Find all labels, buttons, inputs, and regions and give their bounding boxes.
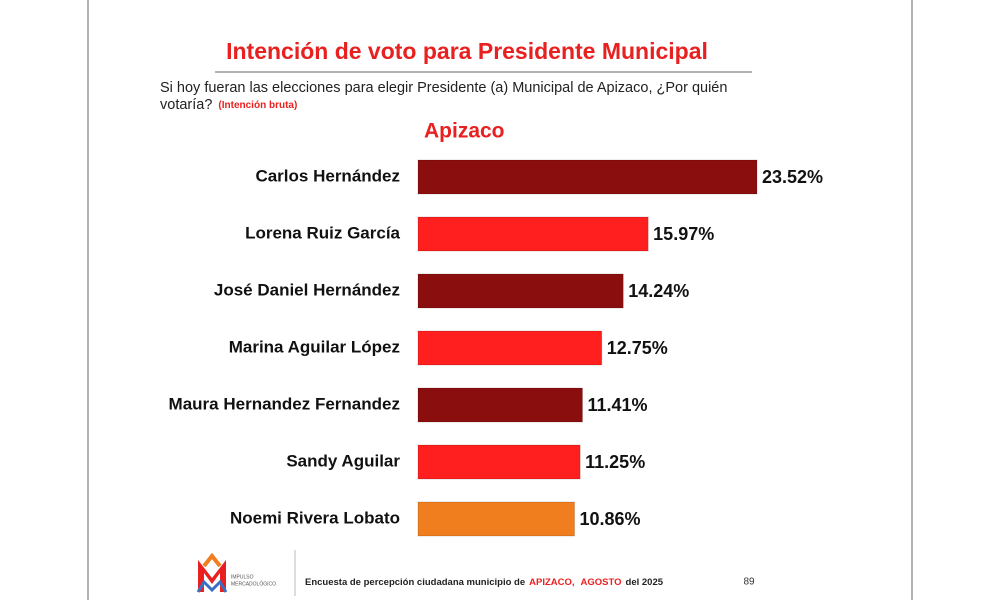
category-label: Lorena Ruiz García	[245, 223, 400, 242]
footer-text: Encuesta de percepción ciudadana municip…	[305, 577, 664, 588]
subtitle: votaría? (Intención bruta)	[160, 97, 297, 113]
page-number: 89	[743, 577, 755, 588]
footer-highlight: AGOSTO	[581, 577, 622, 588]
value-label: 23.52%	[762, 167, 823, 187]
category-label: Maura Hernandez Fernandez	[169, 394, 400, 413]
category-label: José Daniel Hernández	[214, 280, 400, 299]
footer-text: del 2025	[626, 577, 664, 588]
bar	[417, 159, 758, 195]
footer-text: Encuesta de percepción ciudadana municip…	[305, 577, 525, 588]
logo-text: MERCADOLÓGICO	[231, 580, 276, 587]
chart-title: Intención de voto para Presidente Munici…	[226, 38, 708, 64]
logo-text: IMPULSO	[231, 574, 254, 580]
subtitle-note: (Intención bruta)	[218, 100, 297, 111]
category-label: Noemi Rivera Lobato	[230, 508, 400, 527]
bar	[417, 330, 603, 366]
value-label: 14.24%	[628, 281, 689, 301]
value-label: 11.41%	[587, 395, 647, 415]
value-label: 15.97%	[653, 224, 714, 244]
chart-heading: Apizaco	[424, 120, 505, 143]
bar	[417, 501, 576, 537]
value-label: 11.25%	[585, 452, 645, 472]
bar	[417, 216, 649, 252]
logo: IMPULSO MERCADOLÓGICO	[196, 552, 276, 593]
logo-mark	[196, 579, 228, 593]
bar	[417, 273, 624, 309]
subtitle: votaría?	[160, 97, 212, 113]
bar	[417, 387, 583, 423]
subtitle: Si hoy fueran las elecciones para elegir…	[160, 80, 727, 96]
plot: Carlos Hernández 23.52% Lorena Ruiz García…	[169, 159, 823, 537]
bar	[417, 444, 581, 480]
value-label: 10.86%	[580, 509, 641, 529]
category-label: Marina Aguilar López	[229, 337, 400, 356]
logo-mark	[202, 552, 222, 568]
footer-highlight: APIZACO,	[529, 577, 574, 588]
category-label: Carlos Hernández	[255, 166, 400, 185]
value-label: 12.75%	[607, 338, 668, 358]
category-label: Sandy Aguilar	[286, 451, 400, 470]
